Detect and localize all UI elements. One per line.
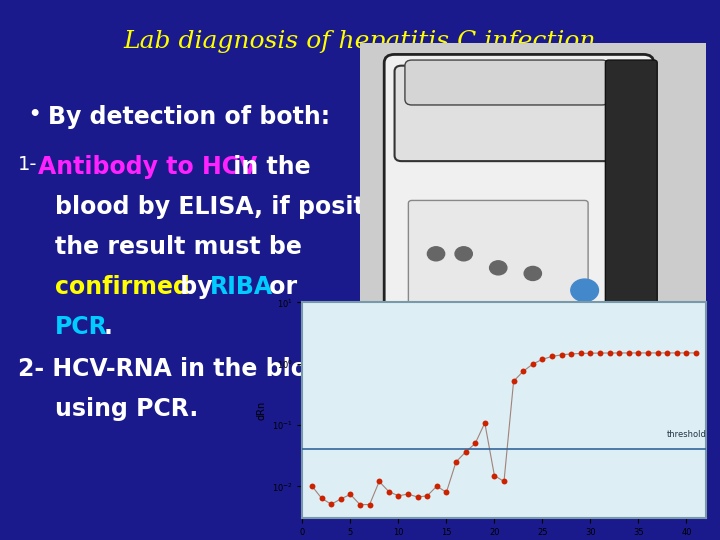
Point: [402, 490, 414, 498]
Text: the result must be: the result must be: [55, 235, 302, 259]
Text: By detection of both:: By detection of both:: [48, 105, 330, 129]
Point: [613, 349, 625, 357]
Text: PCR: PCR: [55, 315, 108, 339]
Point: [469, 439, 481, 448]
Point: [594, 349, 606, 357]
Point: [604, 349, 616, 357]
Circle shape: [524, 266, 541, 280]
Point: [536, 355, 548, 363]
Point: [460, 448, 472, 456]
Point: [345, 490, 356, 499]
Text: 2- HCV-RNA in the blood: 2- HCV-RNA in the blood: [18, 357, 340, 381]
FancyBboxPatch shape: [405, 60, 609, 105]
FancyBboxPatch shape: [384, 55, 654, 319]
Point: [431, 482, 443, 490]
FancyBboxPatch shape: [606, 60, 657, 313]
Point: [325, 500, 337, 509]
Text: .: .: [104, 315, 113, 339]
Text: confirmed: confirmed: [55, 275, 190, 299]
Point: [556, 350, 567, 359]
Y-axis label: dRn: dRn: [256, 401, 266, 420]
Point: [585, 349, 596, 357]
Text: or: or: [261, 275, 297, 299]
Circle shape: [571, 279, 598, 301]
Point: [575, 349, 587, 358]
Point: [354, 501, 366, 509]
Text: •: •: [28, 105, 40, 124]
FancyBboxPatch shape: [395, 66, 633, 161]
Point: [508, 377, 519, 386]
Text: threshold: threshold: [667, 430, 707, 438]
Point: [690, 349, 702, 357]
Point: [364, 500, 375, 509]
Point: [652, 349, 663, 357]
Text: RIBA: RIBA: [210, 275, 273, 299]
Point: [527, 360, 539, 368]
Point: [306, 482, 318, 490]
Text: 1-: 1-: [18, 155, 37, 174]
Circle shape: [455, 247, 472, 261]
FancyBboxPatch shape: [360, 43, 706, 324]
Circle shape: [490, 261, 507, 275]
Point: [383, 487, 395, 496]
Point: [671, 349, 683, 357]
Point: [421, 491, 433, 500]
Point: [565, 349, 577, 358]
Point: [642, 349, 654, 357]
Text: in the: in the: [225, 155, 310, 179]
Point: [498, 477, 510, 486]
Point: [316, 494, 328, 503]
Point: [680, 349, 692, 357]
Point: [450, 457, 462, 466]
Point: [441, 488, 452, 497]
Text: blood by ELISA, if positive: blood by ELISA, if positive: [55, 195, 404, 219]
Point: [374, 477, 385, 486]
Point: [335, 495, 346, 503]
Text: by: by: [172, 275, 221, 299]
Point: [479, 418, 490, 427]
Text: Lab diagnosis of hepatitis C infection: Lab diagnosis of hepatitis C infection: [124, 30, 596, 53]
Point: [518, 367, 529, 376]
Point: [392, 491, 404, 500]
Point: [662, 349, 673, 357]
Text: using PCR.: using PCR.: [55, 397, 198, 421]
Text: Antibody to HCV: Antibody to HCV: [38, 155, 257, 179]
Point: [633, 349, 644, 357]
Point: [623, 349, 634, 357]
Point: [489, 471, 500, 480]
Point: [546, 352, 558, 361]
Circle shape: [428, 247, 445, 261]
Point: [412, 492, 423, 501]
FancyBboxPatch shape: [408, 200, 588, 305]
